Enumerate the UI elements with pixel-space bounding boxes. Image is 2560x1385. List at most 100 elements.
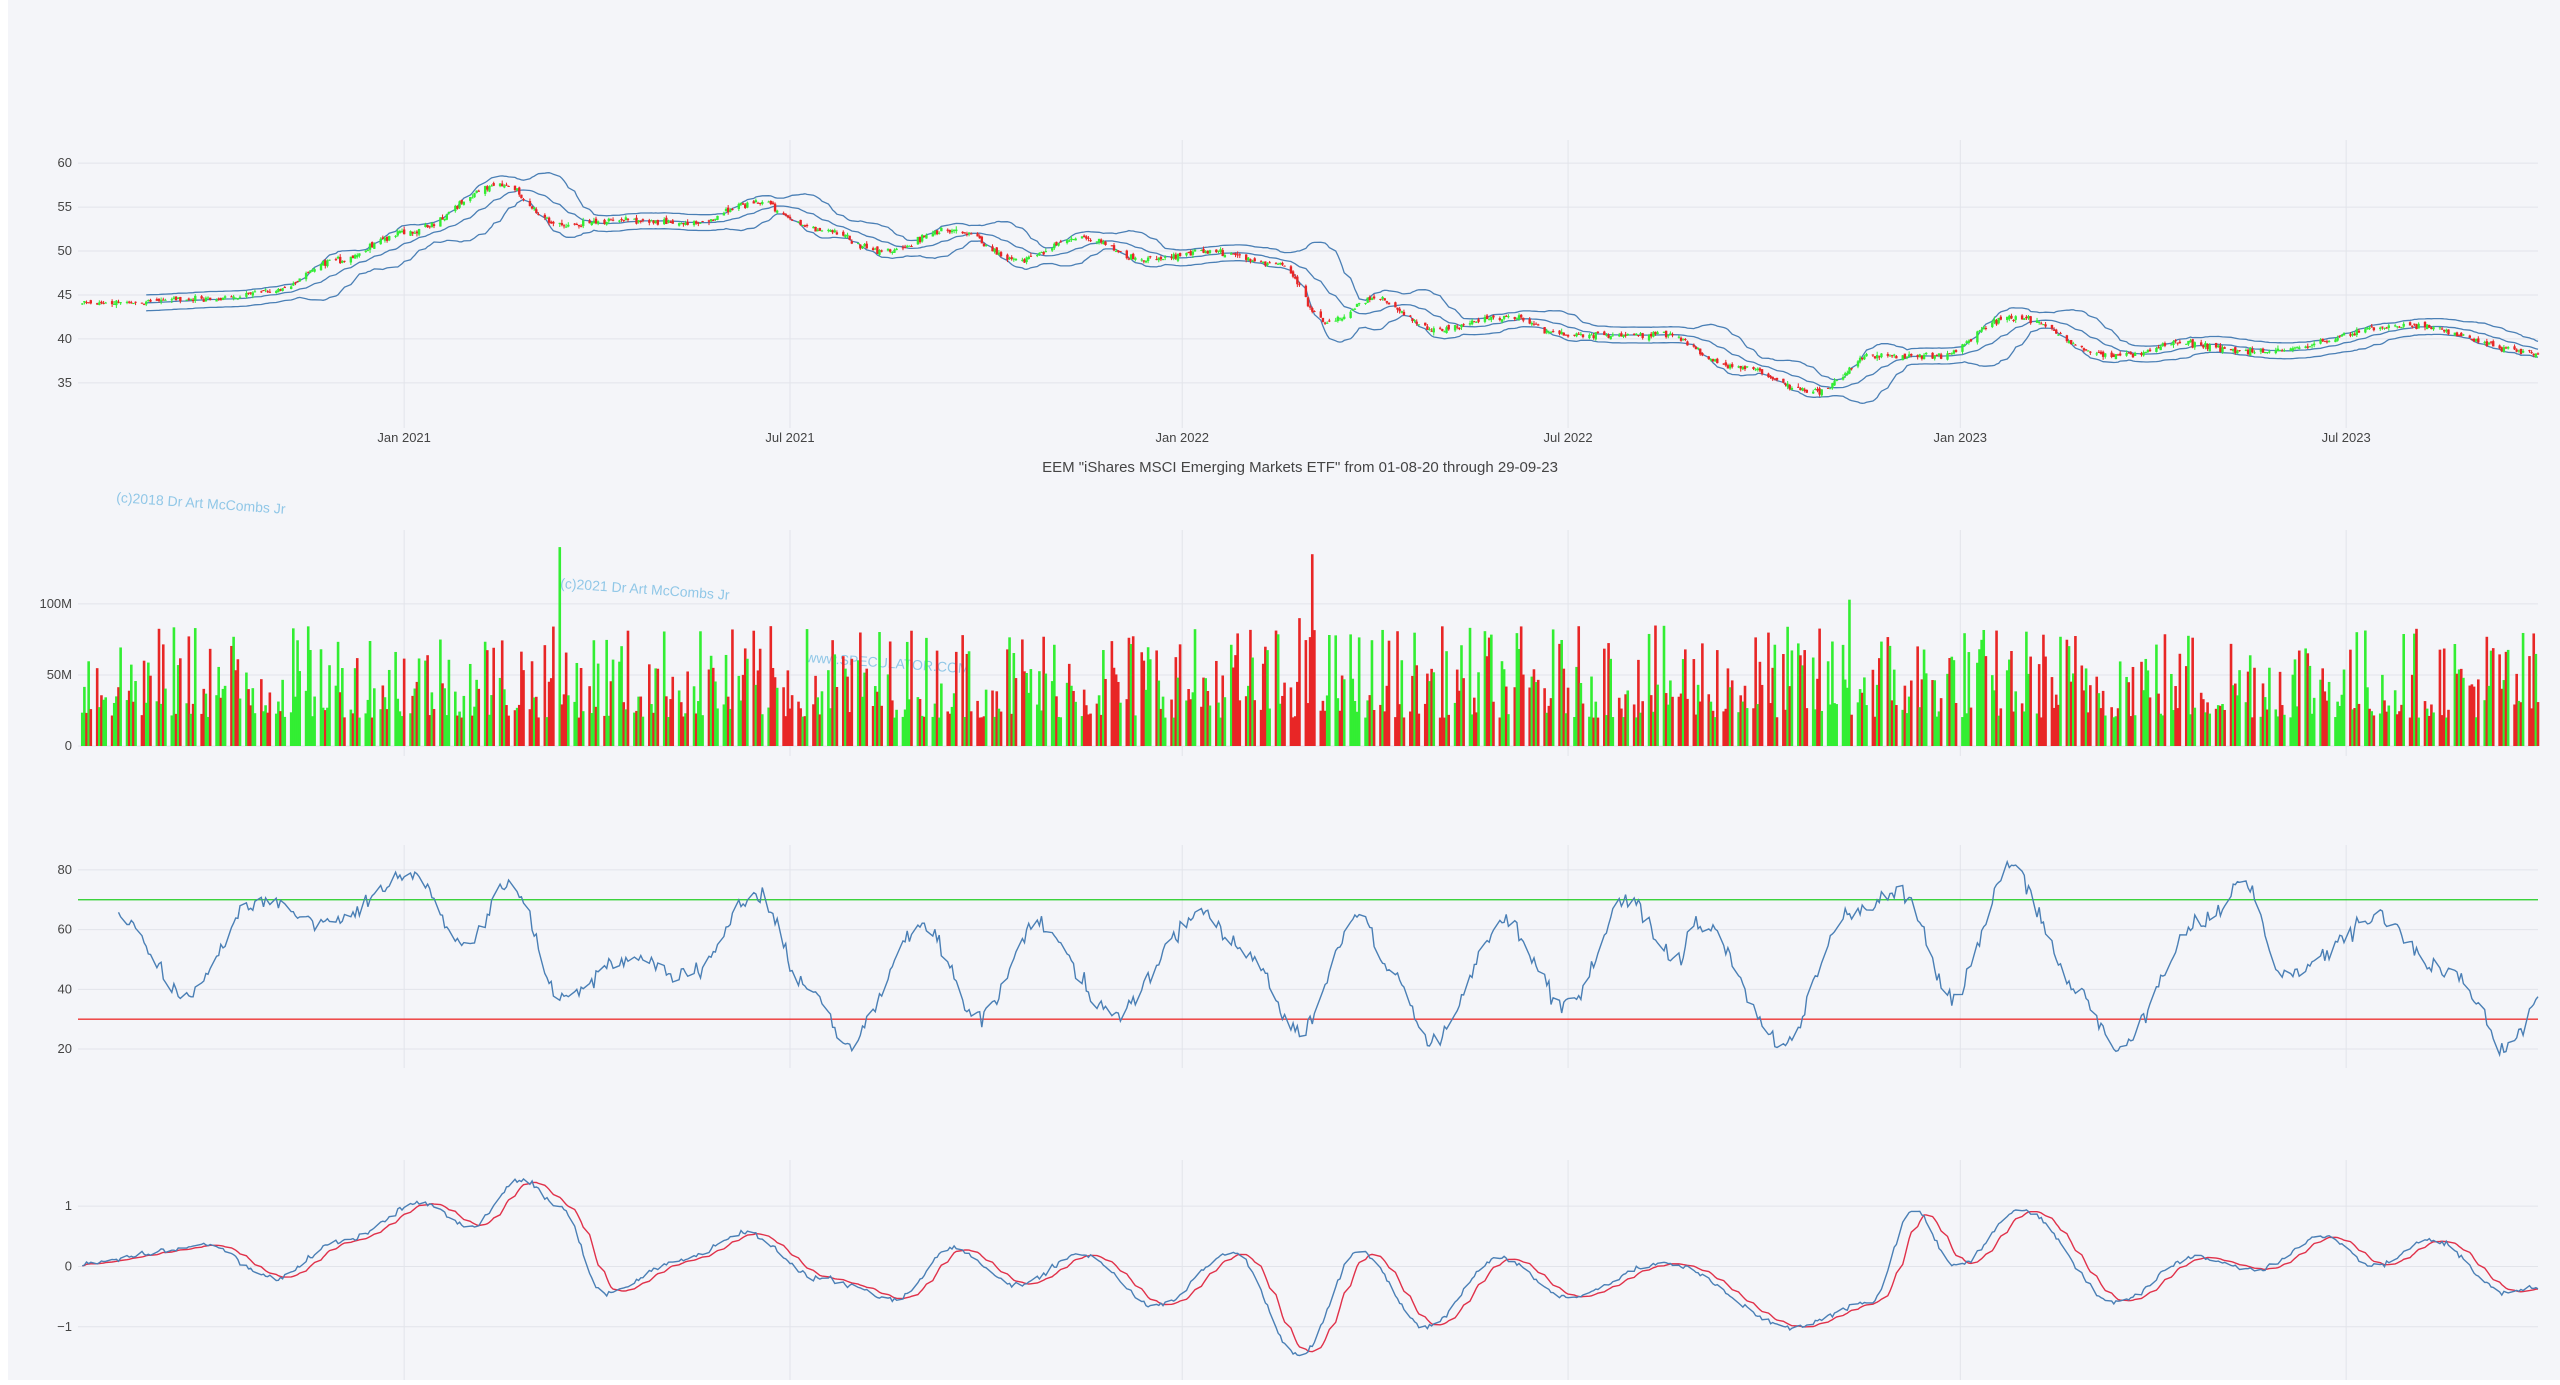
- volume-bar: [1961, 717, 1964, 746]
- candle-body: [799, 219, 802, 226]
- candle-body: [818, 228, 822, 231]
- volume-bar: [946, 711, 950, 746]
- volume-bar: [129, 664, 133, 746]
- candle-body: [1624, 334, 1627, 336]
- candle-body: [1438, 327, 1442, 329]
- candle-body: [1922, 354, 1926, 360]
- volume-bar: [1596, 717, 1600, 746]
- volume-bar: [1662, 625, 1666, 746]
- volume-bar: [2381, 674, 2384, 746]
- candle-body: [1334, 320, 1337, 322]
- candle-body: [876, 246, 879, 254]
- candle-body: [564, 226, 568, 228]
- volume-bar: [402, 658, 406, 746]
- candle-body: [1475, 321, 1478, 323]
- volume-bar: [1477, 672, 1480, 746]
- candle-body: [2219, 345, 2222, 352]
- volume-bar: [991, 690, 994, 746]
- volume-bar: [1014, 678, 1018, 746]
- volume-bar: [635, 710, 638, 746]
- candle-body: [488, 186, 491, 192]
- candle-body: [2283, 350, 2286, 352]
- volume-bar: [1172, 717, 1176, 746]
- candle-body: [1244, 254, 1248, 260]
- volume-bar: [2312, 697, 2316, 746]
- candle-body: [633, 218, 636, 220]
- volume-bar: [2012, 711, 2015, 746]
- candle-body: [1447, 324, 1450, 330]
- volume-bar: [2521, 632, 2525, 746]
- volume-bar: [306, 626, 310, 746]
- volume-bar: [443, 688, 446, 746]
- candle-body: [1878, 356, 1881, 358]
- volume-bar: [2455, 673, 2459, 746]
- candle-body: [786, 215, 790, 218]
- volume-bar: [309, 649, 312, 746]
- candle-body: [2423, 321, 2427, 328]
- candle-body: [2453, 332, 2457, 335]
- candle-body: [1626, 333, 1629, 336]
- volume-bar: [1816, 678, 1819, 746]
- volume-bar: [901, 716, 905, 746]
- volume-bar: [603, 715, 606, 746]
- candle-body: [140, 302, 144, 304]
- candle-body: [1021, 259, 1024, 261]
- volume-bar: [647, 664, 651, 746]
- candle-body: [1379, 298, 1382, 300]
- candle-body: [149, 299, 152, 302]
- volume-bar: [931, 716, 935, 746]
- volume-bar: [756, 670, 760, 746]
- candle-body: [2025, 316, 2028, 319]
- volume-bar: [1745, 708, 1749, 746]
- volume-bar: [2146, 670, 2150, 746]
- candle-body: [402, 229, 406, 235]
- candle-body: [2055, 329, 2058, 334]
- candle-body: [503, 185, 506, 188]
- volume-bar: [517, 704, 521, 746]
- candle-body: [234, 297, 237, 299]
- volume-bar: [2223, 709, 2226, 746]
- volume-bar: [505, 705, 508, 746]
- candle-body: [1336, 316, 1340, 322]
- candle-body: [368, 243, 372, 250]
- candle-body: [935, 230, 939, 235]
- candle-body: [1119, 251, 1122, 253]
- candle-body: [200, 296, 203, 299]
- volume-bar: [1174, 657, 1178, 746]
- volume-bar: [2470, 684, 2474, 746]
- volume-bar: [1547, 705, 1551, 746]
- candle-body: [663, 219, 666, 225]
- volume-bar: [537, 717, 540, 746]
- candle-body: [820, 230, 824, 232]
- volume-bar: [859, 632, 862, 746]
- volume-bar: [1773, 644, 1777, 746]
- candle-body: [1178, 253, 1182, 257]
- candle-body: [1291, 271, 1295, 277]
- volume-bar: [846, 676, 849, 746]
- candle-body: [1605, 334, 1608, 336]
- volume-bar: [460, 717, 464, 746]
- volume-bar: [2293, 659, 2297, 746]
- candle-body: [319, 263, 323, 271]
- volume-bar: [1946, 673, 1949, 746]
- candle-body: [1618, 334, 1621, 337]
- candle-body: [172, 297, 176, 299]
- volume-bar: [1637, 659, 1640, 746]
- candle-body: [2261, 348, 2265, 353]
- candle-body: [2125, 353, 2128, 356]
- volume-bar: [1379, 704, 1382, 746]
- candle-body: [432, 224, 436, 227]
- volume-bar: [1274, 630, 1278, 746]
- candle-body: [895, 248, 898, 251]
- volume-bar: [1383, 711, 1387, 746]
- volume-bar: [2383, 700, 2386, 746]
- candle-body: [462, 201, 466, 205]
- candle-body: [1206, 250, 1210, 254]
- volume-bar: [279, 711, 282, 746]
- candle-body: [155, 299, 159, 301]
- candle-body: [230, 296, 233, 298]
- candle-body: [2221, 347, 2224, 353]
- candle-body: [558, 222, 561, 225]
- volume-bar: [1963, 633, 1966, 746]
- volume-bar: [2189, 714, 2192, 746]
